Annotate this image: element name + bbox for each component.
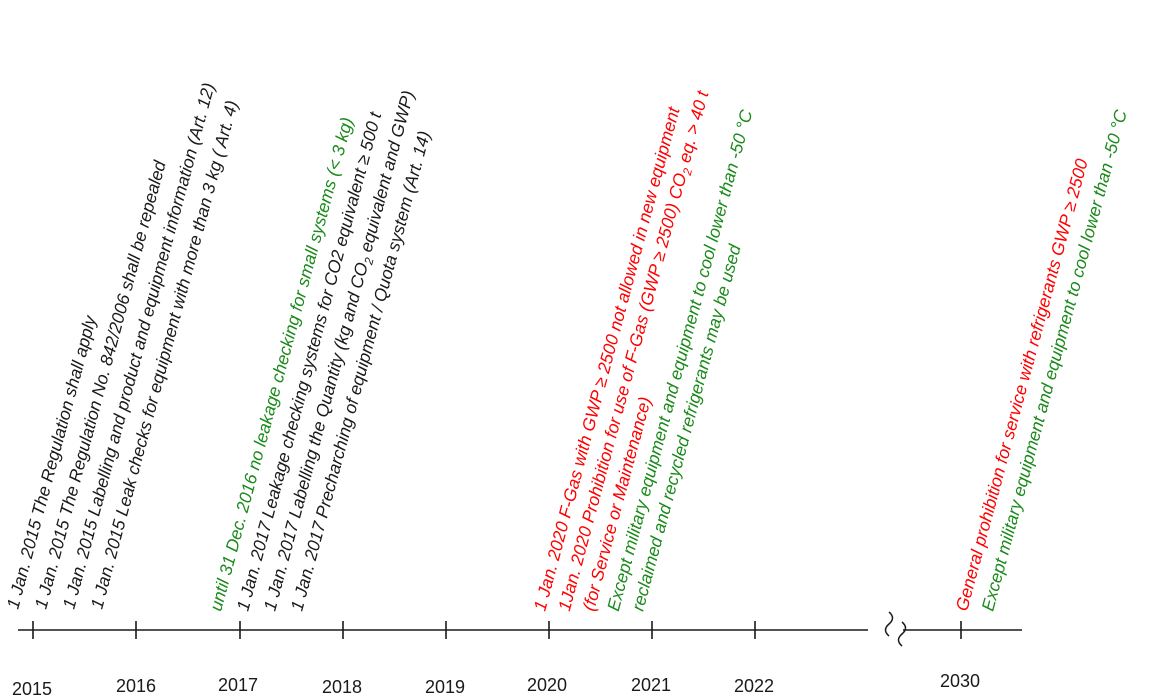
- axis-break-mark: [897, 621, 907, 647]
- event-line-2030-2: Except military equipment and equipment …: [978, 107, 1131, 613]
- year-label-2021: 2021: [631, 675, 671, 695]
- event-group-2015: 1 Jan. 2015 The Regulation shall apply1 …: [3, 81, 242, 611]
- event-group-2030: General prohibition for service with ref…: [952, 107, 1131, 613]
- year-label-2016: 2016: [116, 676, 156, 695]
- year-ticks: [32, 621, 962, 639]
- year-label-2030: 2030: [940, 671, 980, 691]
- year-label-2019: 2019: [425, 677, 465, 695]
- event-annotations: 1 Jan. 2015 The Regulation shall apply1 …: [3, 81, 1131, 613]
- event-group-2017: until 31 Dec. 2016 no leakage checking f…: [206, 88, 435, 613]
- year-label-2015: 2015: [12, 679, 52, 695]
- year-label-2020: 2020: [527, 675, 567, 695]
- year-label-2022: 2022: [734, 676, 774, 695]
- timeline-axis: [18, 611, 1022, 647]
- axis-break-mark: [884, 611, 894, 637]
- event-group-2020: 1 Jan. 2020 F-Gas with GWP ≥ 2500 not al…: [530, 88, 757, 613]
- year-labels: 2015 2016 2017 2018 2019 2020 2021 2022 2030: [12, 671, 980, 695]
- event-line-2030-1: General prohibition for service with ref…: [952, 156, 1092, 613]
- year-label-2017: 2017: [218, 675, 258, 695]
- year-label-2018: 2018: [322, 677, 362, 695]
